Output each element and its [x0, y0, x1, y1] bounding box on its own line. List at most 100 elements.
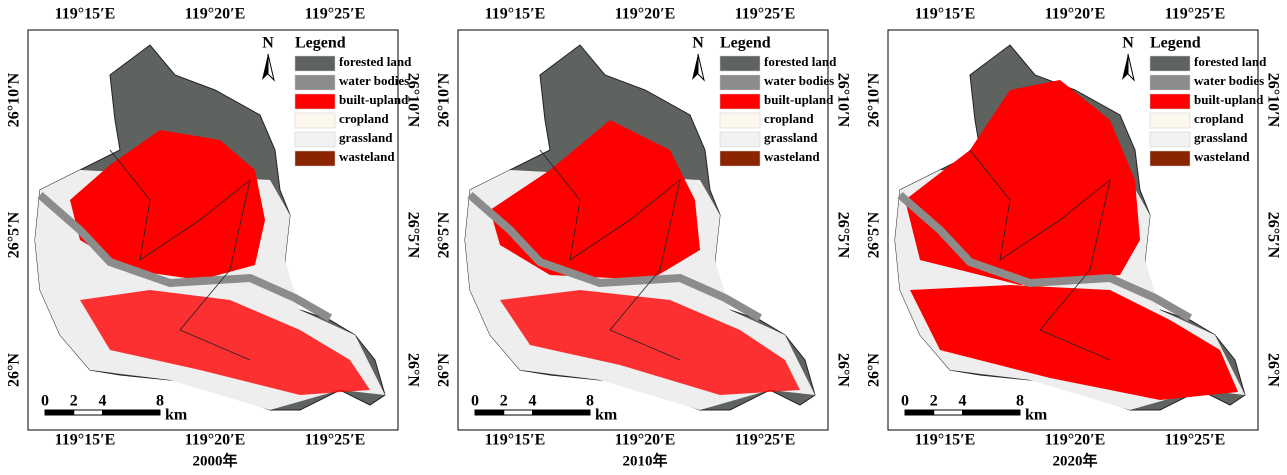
legend-swatch	[719, 74, 761, 91]
legend-label: cropland	[339, 111, 389, 126]
top-longitude: 119°25′E	[1165, 6, 1226, 23]
panel-caption: 2000年	[192, 451, 237, 469]
left-latitude: 26°N	[866, 353, 883, 387]
legend-label: built-upland	[1194, 92, 1264, 107]
north-arrow	[262, 54, 268, 80]
scale-segment	[962, 409, 1021, 416]
scale-segment	[532, 409, 591, 416]
legend-title: Legend	[1150, 35, 1201, 52]
left-latitude: 26°10′N	[436, 72, 453, 127]
right-latitude: 26°N	[834, 353, 851, 387]
right-latitude: 26°5′N	[1264, 212, 1281, 259]
bottom-longitude: 119°20′E	[615, 432, 676, 449]
legend-swatch	[1149, 131, 1191, 148]
urban-area	[905, 80, 1140, 285]
legend-swatch	[1149, 150, 1191, 167]
legend-swatch	[719, 131, 761, 148]
bottom-longitude: 119°25′E	[735, 432, 796, 449]
bottom-longitude: 119°25′E	[1165, 432, 1226, 449]
north-arrow	[692, 54, 698, 80]
left-latitude: 26°N	[6, 353, 23, 387]
bottom-longitude: 119°20′E	[185, 432, 246, 449]
river	[37, 191, 332, 322]
legend-title: Legend	[295, 35, 346, 52]
legend-label: grassland	[339, 130, 393, 145]
urban-area	[70, 130, 265, 280]
top-longitude: 119°15′E	[55, 6, 116, 23]
north-arrow	[1127, 53, 1135, 82]
legend-label: water bodies	[764, 73, 834, 88]
legend-swatch	[719, 55, 761, 72]
legend-label: cropland	[1194, 111, 1244, 126]
urban-south	[500, 290, 800, 395]
scale-label: 8	[586, 393, 594, 410]
scale-label: 4	[99, 393, 107, 410]
district-lines	[539, 149, 681, 361]
left-latitude: 26°5′N	[6, 211, 23, 258]
scale-label: 8	[156, 393, 164, 410]
right-latitude: 26°N	[404, 353, 421, 387]
bottom-longitude: 119°25′E	[305, 432, 366, 449]
legend-swatch	[1149, 112, 1191, 129]
scale-segment	[44, 409, 75, 416]
scale-label: 0	[41, 393, 49, 410]
scale-label: 2	[500, 393, 508, 410]
top-longitude: 119°25′E	[305, 6, 366, 23]
legend-label: built-upland	[764, 92, 834, 107]
bottom-longitude: 119°15′E	[485, 432, 546, 449]
left-latitude: 26°5′N	[436, 211, 453, 258]
top-longitude: 119°15′E	[915, 6, 976, 23]
scale-label: 8	[1016, 393, 1024, 410]
top-longitude: 119°20′E	[185, 6, 246, 23]
bottom-longitude: 119°15′E	[915, 432, 976, 449]
right-latitude: 26°5′N	[404, 212, 421, 259]
legend-swatch	[719, 150, 761, 167]
legend-swatch	[719, 93, 761, 110]
right-latitude: 26°10′N	[404, 73, 421, 128]
map-panel: 119°15′E 119°15′E 119°20′E 119°20′E 119°25′E…	[6, 6, 422, 470]
scale-label: 4	[529, 393, 537, 410]
legend-swatch	[1149, 93, 1191, 110]
scale-unit: km	[165, 407, 188, 424]
legend-label: wasteland	[764, 149, 820, 164]
legend-label: forested land	[339, 54, 412, 69]
legend-swatch	[719, 112, 761, 129]
legend-label: wasteland	[339, 149, 395, 164]
legend-label: forested land	[1194, 54, 1267, 69]
top-longitude: 119°25′E	[735, 6, 796, 23]
legend-swatch	[294, 55, 336, 72]
river	[897, 191, 1192, 322]
left-latitude: 26°N	[436, 353, 453, 387]
north-arrow	[697, 53, 705, 82]
scale-segment	[102, 409, 161, 416]
legend-swatch	[294, 131, 336, 148]
scale-label: 0	[901, 393, 909, 410]
scale-label: 2	[930, 393, 938, 410]
scale-segment	[503, 409, 533, 416]
right-latitude: 26°5′N	[834, 212, 851, 259]
scale-segment	[73, 409, 103, 416]
left-latitude: 26°10′N	[6, 72, 23, 127]
left-latitude: 26°5′N	[866, 211, 883, 258]
legend-label: grassland	[1194, 130, 1248, 145]
legend-label: water bodies	[1194, 73, 1264, 88]
bottom-longitude: 119°20′E	[1045, 432, 1106, 449]
scale-segment	[474, 409, 505, 416]
scale-unit: km	[1025, 407, 1048, 424]
scale-segment	[904, 409, 935, 416]
north-label: N	[692, 35, 704, 52]
river	[467, 191, 762, 322]
legend-label: water bodies	[339, 73, 409, 88]
legend-label: grassland	[764, 130, 818, 145]
district-lines	[969, 149, 1111, 361]
legend-swatch	[1149, 74, 1191, 91]
legend-label: built-upland	[339, 92, 409, 107]
legend-title: Legend	[720, 35, 771, 52]
urban-south	[910, 285, 1238, 400]
legend-label: forested land	[764, 54, 837, 69]
left-latitude: 26°10′N	[866, 72, 883, 127]
north-label: N	[262, 35, 274, 52]
map-panel: 119°15′E 119°15′E 119°20′E 119°20′E 119°25′E…	[436, 6, 852, 470]
scale-segment	[933, 409, 963, 416]
north-arrow	[1122, 54, 1128, 80]
